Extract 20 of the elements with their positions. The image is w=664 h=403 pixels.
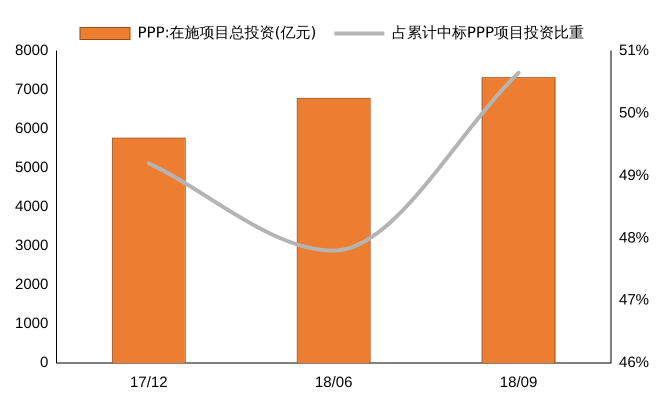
y-tick-label: 8000 — [14, 42, 48, 60]
y2-tick-label: 49% — [618, 166, 650, 184]
y-tick-label: 3000 — [14, 237, 48, 254]
y-tick-label: 2000 — [14, 276, 48, 294]
x-tick-label: 17/12 — [130, 374, 168, 392]
y-tick-label: 4000 — [14, 198, 48, 216]
y2-tick-label: 50% — [618, 104, 650, 122]
y-tick-label: 6000 — [14, 120, 48, 138]
y-tick-label: 7000 — [14, 81, 48, 98]
y-tick-label: 0 — [40, 354, 48, 372]
y2-tick-label: 48% — [618, 229, 650, 246]
x-tick-label: 18/06 — [314, 374, 352, 392]
y2-tick-label: 47% — [618, 292, 650, 309]
y2-tick-label: 51% — [618, 42, 650, 60]
y2-tick-label: 46% — [618, 354, 650, 372]
legend-label: PPP:在施项目总投资(亿元) — [137, 23, 316, 42]
x-tick-label: 18/09 — [500, 374, 538, 392]
y-tick-label: 1000 — [14, 315, 48, 332]
y-tick-label: 5000 — [14, 159, 48, 176]
legend-label: 占累计中标PPP项目投资比重 — [392, 23, 584, 42]
